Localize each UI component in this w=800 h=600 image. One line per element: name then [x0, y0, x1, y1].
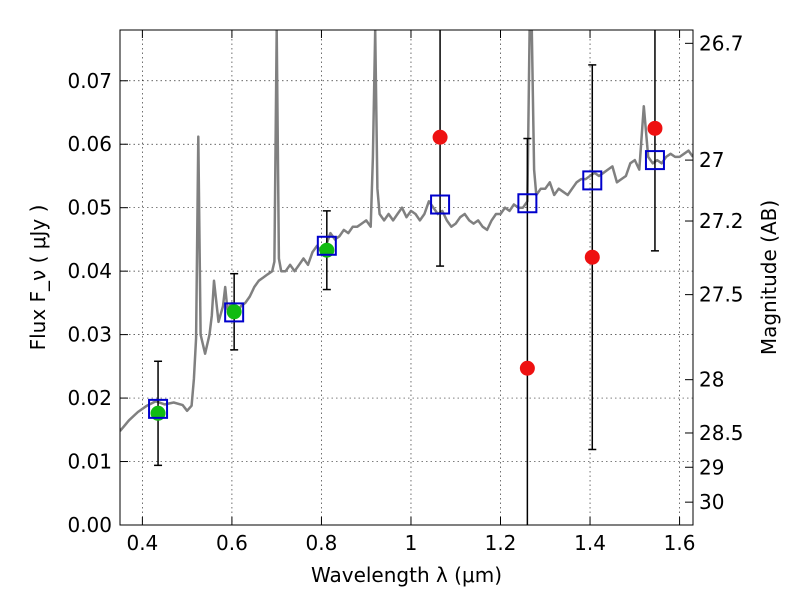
- right-axis-label: Magnitude (AB): [757, 200, 781, 355]
- right-tick-label: 27: [699, 148, 724, 172]
- model-point: [224, 302, 245, 323]
- undetected-point: [519, 360, 535, 376]
- undetected-point: [584, 249, 600, 265]
- axis-ticks: 0.4 0.6 0.8 1 1.2 1.4 1.6 0.00 0.01 0.02 0.03 0.04 0…: [67, 30, 744, 555]
- grid-lines: [120, 30, 693, 525]
- undetected-point: [647, 120, 663, 136]
- y-tick-label: 0.01: [67, 450, 112, 474]
- x-tick-label: 0.6: [216, 531, 248, 555]
- error-bars: [154, 30, 659, 525]
- spectrum-series: [120, 30, 693, 432]
- x-tick-label: 1.6: [664, 531, 696, 555]
- spectrum-line: [120, 30, 693, 432]
- model-point: [316, 235, 337, 256]
- right-tick-label: 27.2: [699, 209, 744, 233]
- model-point: [517, 193, 538, 214]
- x-tick-label: 1: [405, 531, 418, 555]
- x-axis-label: Wavelength λ (μm): [311, 563, 502, 587]
- right-tick-label: 28.5: [699, 421, 744, 445]
- model-point: [148, 398, 169, 419]
- y-tick-label: 0.07: [67, 69, 112, 93]
- right-tick-label: 27.5: [699, 283, 744, 307]
- data-markers: [148, 120, 665, 421]
- y-tick-label: 0.03: [67, 323, 112, 347]
- model-point: [582, 170, 603, 191]
- x-tick-label: 1.2: [485, 531, 517, 555]
- y-axis-label: Flux F_ν ( μJy ): [26, 205, 50, 351]
- detected-point: [226, 304, 242, 320]
- right-tick-label: 30: [699, 490, 724, 514]
- model-point: [644, 150, 665, 171]
- right-tick-label: 29: [699, 455, 724, 479]
- x-tick-label: 1.4: [574, 531, 606, 555]
- y-tick-label: 0.00: [67, 513, 112, 537]
- y-tick-label: 0.02: [67, 386, 112, 410]
- plot-frame: [119, 29, 694, 526]
- y-tick-label: 0.05: [67, 196, 112, 220]
- model-point: [430, 194, 451, 215]
- right-tick-label: 26.7: [699, 31, 744, 55]
- undetected-point: [432, 129, 448, 145]
- x-tick-label: 0.4: [126, 531, 158, 555]
- right-tick-label: 28: [699, 368, 724, 392]
- x-tick-label: 0.8: [306, 531, 338, 555]
- y-tick-label: 0.04: [67, 259, 112, 283]
- y-tick-label: 0.06: [67, 132, 112, 156]
